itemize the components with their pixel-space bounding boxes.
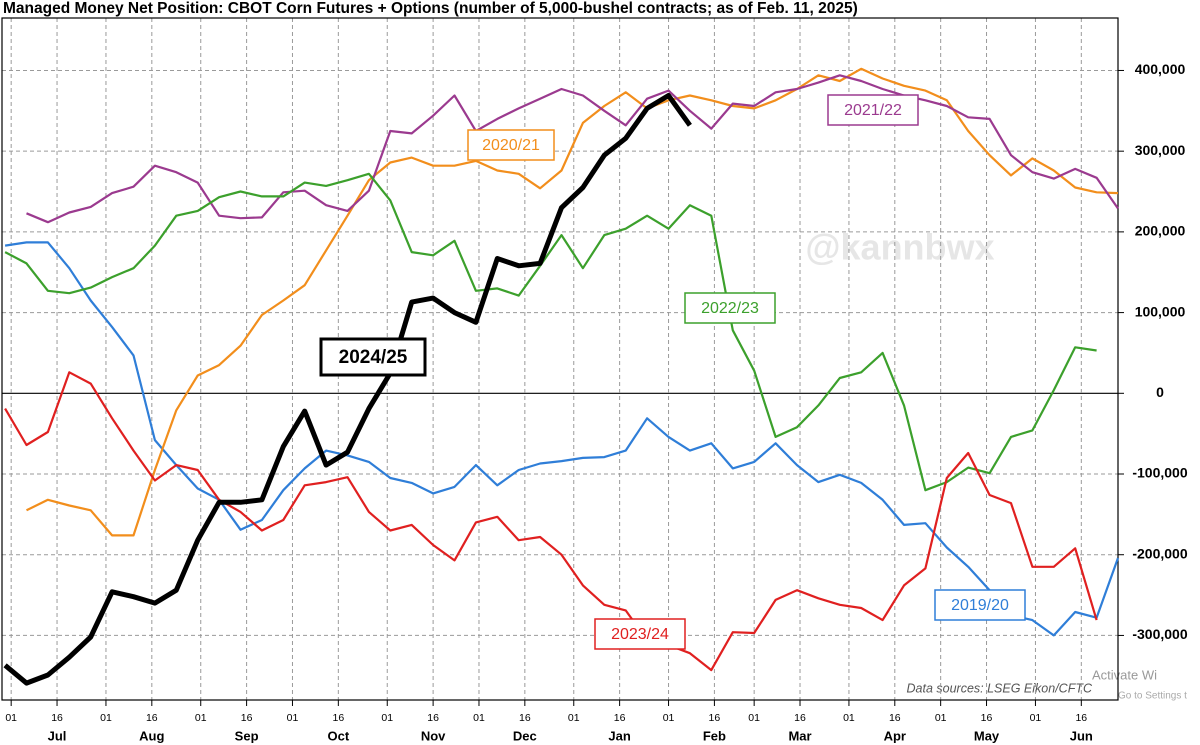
series-line [3, 93, 692, 686]
overlay-text: Activate Wi [1092, 667, 1157, 682]
month-label: Aug [139, 728, 164, 743]
y-tick-label: -200,000 [1132, 545, 1187, 561]
legend-label: 2020/21 [482, 137, 540, 154]
month-label: Jul [48, 728, 67, 743]
series-label-box [684, 292, 776, 324]
x-tick-label: 16 [614, 712, 626, 724]
month-label: May [974, 728, 1000, 743]
month-label: Nov [421, 728, 446, 743]
legend-label: 2023/24 [611, 626, 669, 643]
series-line [4, 241, 1120, 637]
x-tick-label: 01 [5, 712, 17, 724]
series-label-box [934, 589, 1026, 621]
x-tick-label: 01 [663, 712, 675, 724]
plot-border [1, 17, 1119, 701]
x-tick-label: 16 [519, 712, 531, 724]
legend-label: 2021/22 [844, 102, 902, 119]
x-tick-label: 16 [146, 712, 158, 724]
x-tick-label: 01 [473, 712, 485, 724]
y-tick-label: 400,000 [1135, 61, 1186, 77]
month-label: Mar [788, 728, 811, 743]
y-tick-label: -100,000 [1132, 465, 1187, 481]
y-tick-label: 0 [1156, 384, 1164, 400]
x-tick-label: 01 [843, 712, 855, 724]
series-label-box [827, 94, 919, 126]
month-label: Jan [608, 728, 630, 743]
legend-label: 2024/25 [339, 347, 408, 368]
source-note: Data sources: LSEG Eikon/CFTC [907, 681, 1093, 695]
series-line [26, 74, 1119, 224]
x-tick-label: 16 [794, 712, 806, 724]
x-tick-label: 16 [427, 712, 439, 724]
series-line [4, 172, 1097, 492]
series-line [26, 67, 1119, 537]
series-label-box [594, 618, 686, 650]
y-tick-label: 300,000 [1135, 142, 1186, 158]
month-label: Sep [235, 728, 259, 743]
x-tick-label: 16 [889, 712, 901, 724]
series-line [4, 371, 1098, 672]
x-tick-label: 16 [241, 712, 253, 724]
x-tick-label: 01 [100, 712, 112, 724]
month-label: Dec [513, 728, 537, 743]
watermark: @kannbwx [805, 227, 994, 268]
month-label: Feb [703, 728, 726, 743]
x-tick-label: 16 [51, 712, 63, 724]
x-tick-label: 16 [332, 712, 344, 724]
x-tick-label: 01 [935, 712, 947, 724]
y-tick-label: 200,000 [1135, 223, 1186, 239]
month-label: Apr [884, 728, 906, 743]
x-tick-label: 01 [287, 712, 299, 724]
month-label: Jun [1070, 728, 1093, 743]
x-tick-label: 01 [568, 712, 580, 724]
y-tick-label: 100,000 [1135, 303, 1186, 319]
x-tick-label: 16 [981, 712, 993, 724]
x-tick-label: 16 [709, 712, 721, 724]
x-tick-label: 16 [1075, 712, 1087, 724]
x-tick-label: 01 [195, 712, 207, 724]
x-tick-label: 01 [748, 712, 760, 724]
x-tick-label: 01 [381, 712, 393, 724]
overlay-text: Go to Settings t [1118, 691, 1187, 702]
legend-label: 2019/20 [951, 597, 1009, 614]
chart-title: Managed Money Net Position: CBOT Corn Fu… [3, 0, 858, 17]
series-label-box [319, 337, 427, 377]
month-label: Oct [327, 728, 349, 743]
legend-label: 2022/23 [701, 300, 759, 317]
x-tick-label: 01 [1030, 712, 1042, 724]
y-tick-label: -300,000 [1132, 626, 1187, 642]
series-label-box [467, 129, 555, 161]
